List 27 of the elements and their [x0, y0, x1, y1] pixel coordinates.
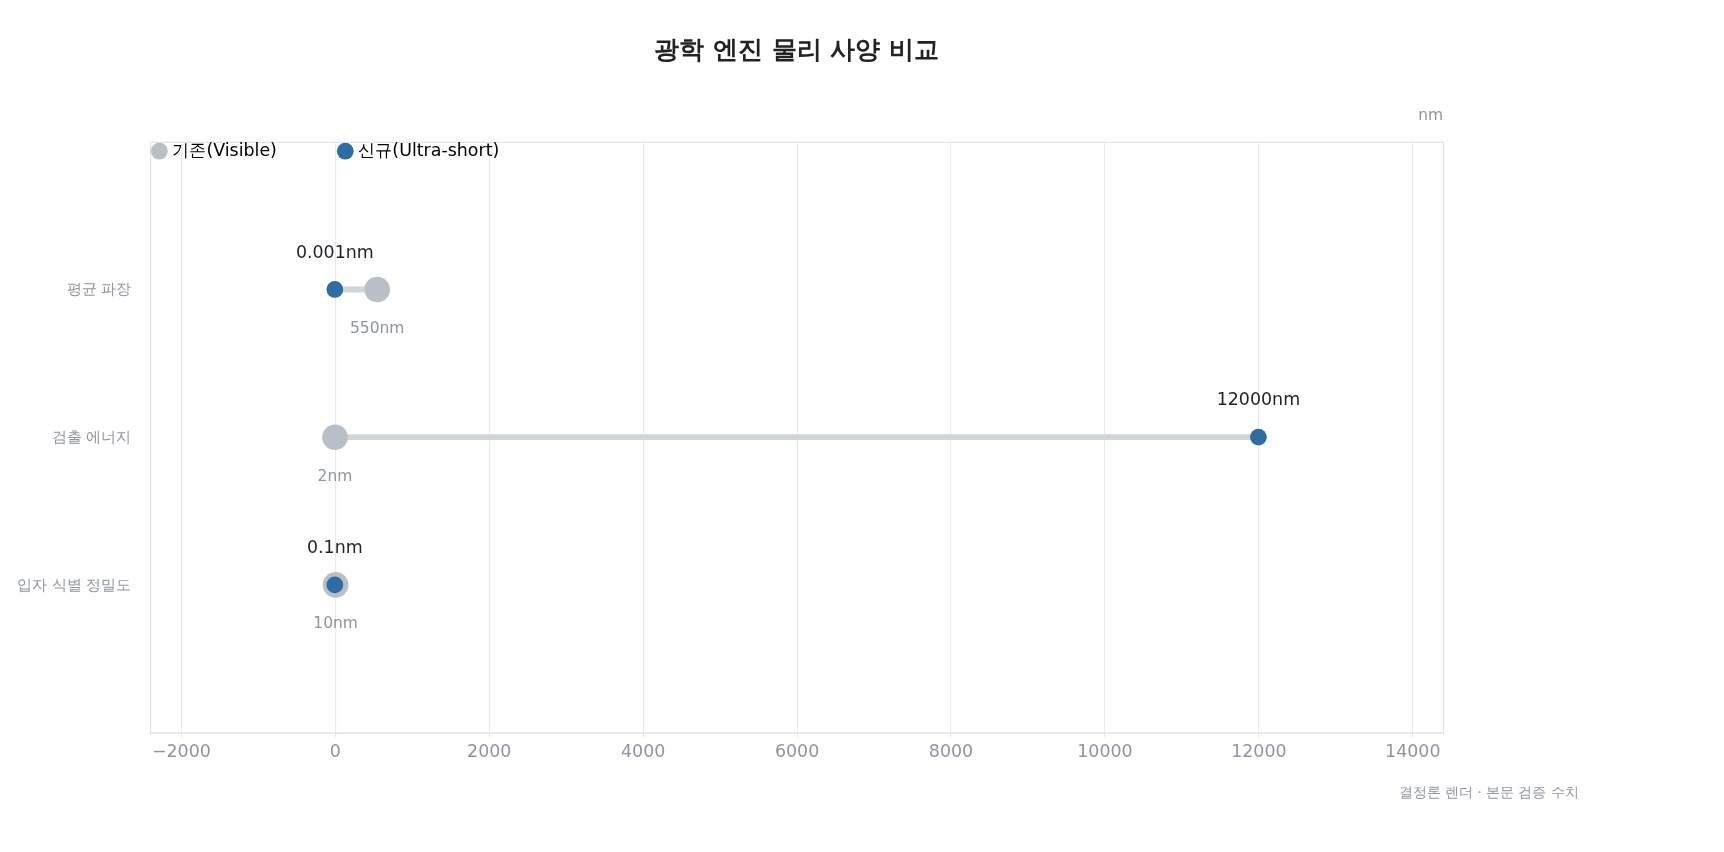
y-tick-label: 평균 파장 [66, 281, 132, 298]
x-tick-label: 2000 [467, 741, 512, 762]
point [322, 424, 348, 450]
x-tick-label: 6000 [774, 741, 820, 762]
data-label: 2nm [317, 466, 353, 485]
point [326, 281, 344, 298]
x-tick-label: −2000 [151, 741, 211, 762]
legend-label: 신규(Ultra-short) [358, 140, 500, 161]
x-tick-label: 0 [329, 741, 341, 762]
x-tick-label: 4000 [621, 741, 666, 762]
y-tick-label: 입자 식별 정밀도 [17, 576, 132, 593]
text: 결정론 렌더 · 본문 검증 수치 [1398, 783, 1579, 800]
y-tick-label: 검출 에너지 [51, 429, 132, 446]
x-tick-label: 12000 [1231, 741, 1287, 762]
x-tick-label: 10000 [1077, 741, 1133, 762]
x-tick-label: 14000 [1385, 741, 1441, 762]
x-tick-label: 8000 [928, 741, 974, 762]
legend-label: 기존(Visible) [172, 140, 277, 161]
data-label: 10nm [313, 614, 358, 633]
data-label: 0.1nm [306, 536, 363, 557]
data-label: 550nm [349, 319, 405, 338]
chart-title: 광학 엔진 물리 사양 비교 [654, 35, 940, 65]
data-label: 12000nm [1216, 389, 1301, 410]
point [1250, 428, 1267, 446]
point [364, 276, 390, 303]
x-axis-title: nm [1418, 105, 1444, 124]
data-label: 0.001nm [295, 241, 374, 262]
